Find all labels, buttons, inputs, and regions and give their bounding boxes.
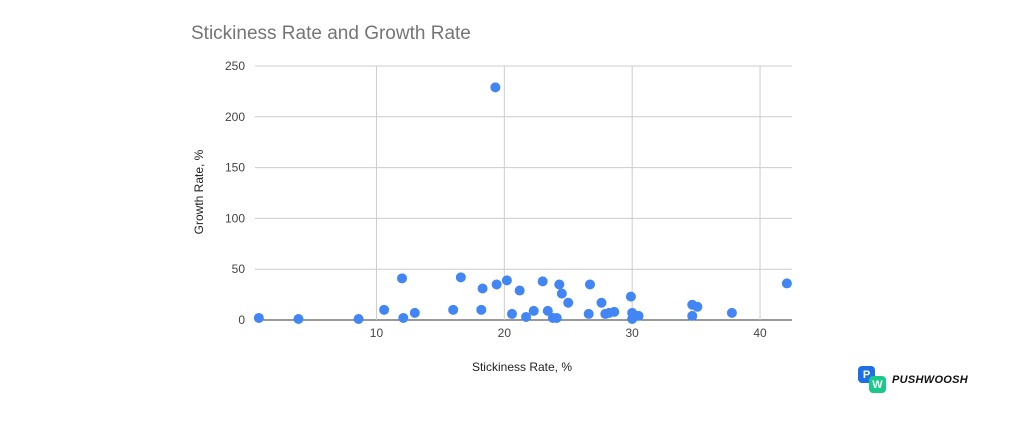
data-point-8	[455, 272, 466, 283]
data-point-23	[556, 288, 567, 299]
x-tick-label: 30	[625, 326, 639, 340]
data-point-0	[253, 312, 264, 323]
x-tick-label: 20	[498, 326, 512, 340]
data-point-6	[409, 307, 420, 318]
data-point-38	[726, 307, 737, 318]
data-point-24	[563, 297, 574, 308]
y-tick-label: 100	[225, 211, 245, 225]
data-point-21	[551, 312, 562, 323]
data-point-1	[293, 313, 304, 324]
data-point-15	[514, 285, 525, 296]
data-point-7	[448, 304, 459, 315]
data-point-18	[537, 276, 548, 287]
y-tick-label: 0	[238, 313, 245, 327]
data-point-19	[542, 305, 553, 316]
x-axis-label: Stickiness Rate, %	[472, 360, 572, 374]
logo-wordmark: PUSHWOOSH	[892, 374, 969, 386]
data-point-10	[477, 283, 488, 294]
y-tick-label: 150	[225, 161, 245, 175]
data-point-26	[584, 279, 595, 290]
data-point-14	[506, 308, 517, 319]
data-point-2	[353, 313, 364, 324]
data-point-27	[596, 297, 607, 308]
logo-w-mark: W	[869, 376, 886, 393]
pushwoosh-logo-icon: P W	[858, 366, 888, 394]
x-tick-label: 40	[753, 326, 767, 340]
data-point-22	[554, 279, 565, 290]
data-point-16	[521, 311, 532, 322]
data-point-9	[476, 304, 487, 315]
data-point-13	[501, 275, 512, 286]
data-points	[253, 82, 792, 324]
data-point-39	[781, 278, 792, 289]
data-point-12	[491, 279, 502, 290]
chart-title: Stickiness Rate and Growth Rate	[191, 23, 471, 44]
data-point-31	[625, 291, 636, 302]
chart-grid	[255, 65, 792, 321]
data-point-11	[490, 82, 501, 93]
data-point-36	[687, 310, 698, 321]
x-tick-label: 10	[370, 326, 384, 340]
y-axis-label: Growth Rate, %	[192, 149, 206, 234]
data-point-34	[633, 310, 644, 321]
data-point-17	[528, 305, 539, 316]
y-tick-label: 250	[225, 59, 245, 73]
data-point-5	[398, 312, 409, 323]
y-tick-label: 200	[225, 110, 245, 124]
tick-labels: 0 50 100 150 200 250 10 20 30 40	[225, 59, 767, 340]
pushwoosh-logo: P W PUSHWOOSH	[858, 366, 978, 394]
data-point-37	[692, 301, 703, 312]
data-point-4	[397, 273, 408, 284]
data-point-25	[583, 308, 594, 319]
y-tick-label: 50	[232, 262, 246, 276]
data-point-3	[379, 304, 390, 315]
data-point-30	[609, 306, 620, 317]
